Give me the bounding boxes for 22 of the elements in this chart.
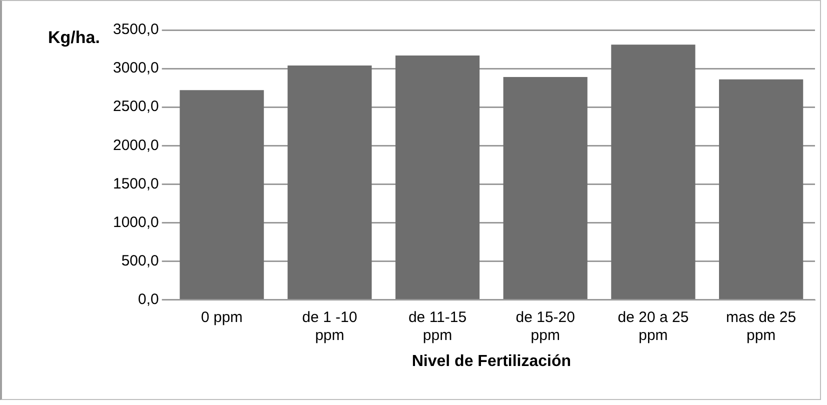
bar [503,77,588,300]
bar [395,55,480,300]
x-tick-label: de 20 a 25 ppm [618,308,689,344]
bar [611,44,696,300]
y-tick-label: 2500,0 [112,98,159,116]
y-tick-label: 3000,0 [112,60,159,77]
bar [288,65,372,300]
bar [180,90,264,300]
x-tick-label: mas de 25 ppm [726,308,796,344]
y-axis-title: Kg/ha. [48,28,100,48]
y-tick-label: 2000,0 [112,136,159,154]
y-tick-label: 1500,0 [112,175,159,192]
y-tick-label: 1000,0 [112,214,159,231]
x-tick-label: de 11-15 ppm [408,308,467,344]
x-tick-label: de 15-20 ppm [516,308,575,344]
y-tick-label: 3500,0 [112,21,159,38]
x-tick-label: de 1 -10 ppm [302,308,358,344]
x-tick-label: 0 ppm [200,308,243,326]
y-tick-label: 500,0 [121,252,159,270]
bar [719,79,804,300]
x-axis-title: Nivel de Fertilización [412,352,572,370]
y-tick-label: 0,0 [138,290,159,308]
